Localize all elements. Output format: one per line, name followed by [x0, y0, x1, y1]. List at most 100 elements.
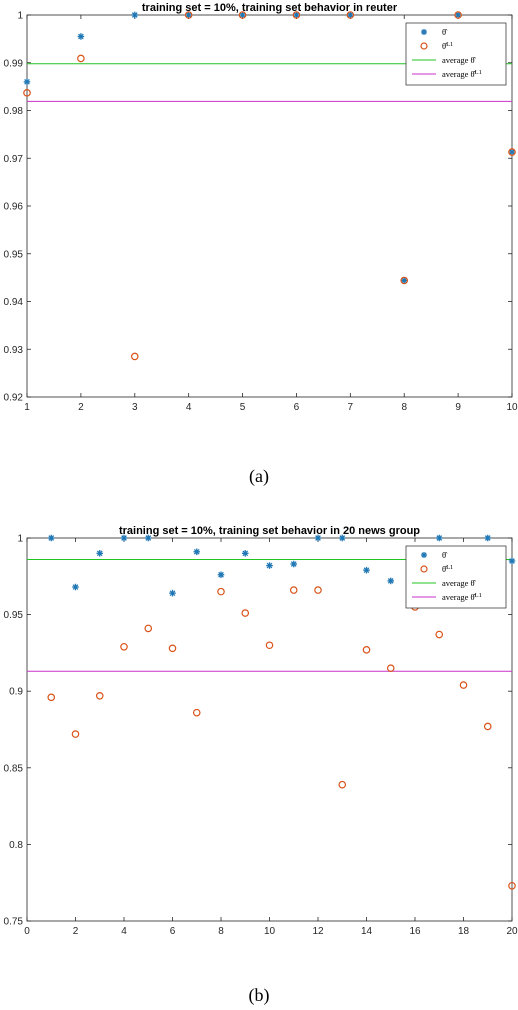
data-point-circle [314, 586, 322, 594]
data-point-asterisk [23, 78, 31, 86]
data-point-circle [241, 609, 250, 617]
x-tick-label: 18 [458, 926, 470, 937]
x-tick-label: 5 [240, 402, 246, 413]
x-tick-label: 9 [455, 402, 461, 413]
data-point-asterisk [314, 534, 322, 542]
data-point-circle [95, 691, 104, 700]
chart-title: training set = 10%, training set behavio… [142, 2, 398, 14]
x-tick-label: 6 [170, 926, 176, 937]
y-tick-label: 0.99 [4, 58, 24, 69]
asterisk-stroke [185, 12, 192, 18]
legend-asterisk [421, 29, 427, 35]
y-tick-label: 0.94 [4, 297, 24, 308]
x-tick-label: 8 [401, 402, 407, 413]
y-tick-label: 0.95 [4, 249, 24, 260]
x-tick-label: 10 [264, 926, 276, 937]
data-point-circle [292, 11, 301, 19]
data-point-asterisk [387, 577, 395, 585]
asterisk-stroke [121, 535, 127, 541]
data-point-asterisk [508, 148, 516, 156]
asterisk-stroke [363, 567, 370, 574]
asterisk-stroke [78, 33, 84, 40]
x-tick-label: 12 [312, 926, 324, 937]
asterisk-stroke [242, 550, 249, 557]
data-point-circle [238, 11, 247, 19]
data-point-circle [192, 708, 201, 717]
y-tick-label: 0.98 [4, 106, 24, 117]
asterisk-stroke [293, 12, 300, 18]
data-point-asterisk [131, 11, 139, 19]
legend-superscript: L1 [446, 41, 453, 48]
data-point-asterisk [290, 560, 298, 568]
asterisk-stroke [72, 584, 79, 590]
data-point-asterisk [120, 534, 128, 542]
x-tick-label: 7 [348, 402, 354, 413]
data-point-circle [508, 148, 516, 156]
legend-label: average θ̂ [442, 55, 477, 65]
data-point-asterisk [435, 534, 443, 542]
x-tick-label: 8 [218, 926, 224, 937]
y-tick-label: 0.93 [4, 345, 24, 356]
data-point-circle [23, 89, 31, 97]
legend-label: θ̂L1 [442, 564, 453, 574]
legend-asterisk [421, 552, 427, 558]
x-tick-label: 1 [24, 402, 30, 413]
data-point-circle [77, 54, 85, 63]
legend-circle [420, 565, 428, 573]
y-tick-label: 0.95 [4, 610, 24, 621]
chart-title: training set = 10%, training set behavio… [119, 525, 420, 537]
data-point-asterisk [338, 534, 346, 542]
asterisk-stroke [266, 562, 273, 569]
y-tick-label: 0.8 [9, 840, 23, 851]
asterisk-stroke [401, 277, 408, 284]
data-point-asterisk [169, 589, 176, 597]
data-point-asterisk [293, 11, 300, 19]
legend: θ̂ θ̂L1 average θ̂ average θ̂L1 [405, 545, 507, 609]
caption-b: (b) [248, 985, 270, 1005]
x-tick-label: 16 [409, 926, 421, 937]
data-point-circle [435, 630, 444, 639]
data-point-circle [400, 276, 409, 285]
data-point-circle [265, 641, 274, 650]
x-tick-label: 2 [73, 926, 79, 937]
y-tick-label: 0.97 [4, 154, 24, 165]
chart-b: training set = 10%, training set behavio… [4, 525, 518, 937]
data-point-asterisk [484, 534, 492, 542]
asterisk-stroke [509, 149, 515, 155]
data-point-asterisk [144, 534, 152, 542]
x-tick-label: 6 [294, 402, 300, 413]
data-point-asterisk [72, 583, 79, 591]
x-tick-label: 14 [361, 926, 373, 937]
data-point-circle [144, 624, 153, 633]
data-point-asterisk [185, 11, 192, 19]
data-point-asterisk [363, 566, 370, 574]
asterisk-stroke [239, 12, 246, 18]
y-tick-label: 0.9 [9, 687, 23, 698]
data-point-asterisk [400, 277, 408, 284]
asterisk-stroke [96, 550, 103, 557]
data-point-asterisk [241, 550, 249, 557]
asterisk-stroke [436, 535, 443, 541]
data-point-circle [168, 644, 177, 653]
y-tick-label: 0.96 [4, 202, 24, 213]
data-point-asterisk [77, 33, 85, 40]
data-point-circle [184, 11, 193, 19]
asterisk-stroke [315, 535, 321, 541]
data-point-circle [362, 646, 371, 654]
legend-superscript: L1 [475, 592, 482, 599]
x-tick-label: 2 [78, 402, 84, 413]
y-tick-label: 0.85 [4, 763, 24, 774]
data-point-circle [483, 722, 492, 731]
asterisk-stroke [169, 590, 176, 596]
legend-superscript: L1 [475, 69, 482, 76]
data-point-asterisk [217, 571, 225, 579]
asterisk-stroke [347, 12, 354, 18]
y-tick-label: 1 [17, 11, 23, 22]
asterisk-stroke [509, 558, 515, 564]
legend-label: θ̂ [442, 550, 448, 560]
asterisk-stroke [145, 535, 152, 541]
data-point-circle [217, 587, 225, 596]
data-point-asterisk [239, 11, 246, 19]
asterisk-stroke [24, 79, 30, 85]
asterisk-stroke [387, 578, 394, 584]
